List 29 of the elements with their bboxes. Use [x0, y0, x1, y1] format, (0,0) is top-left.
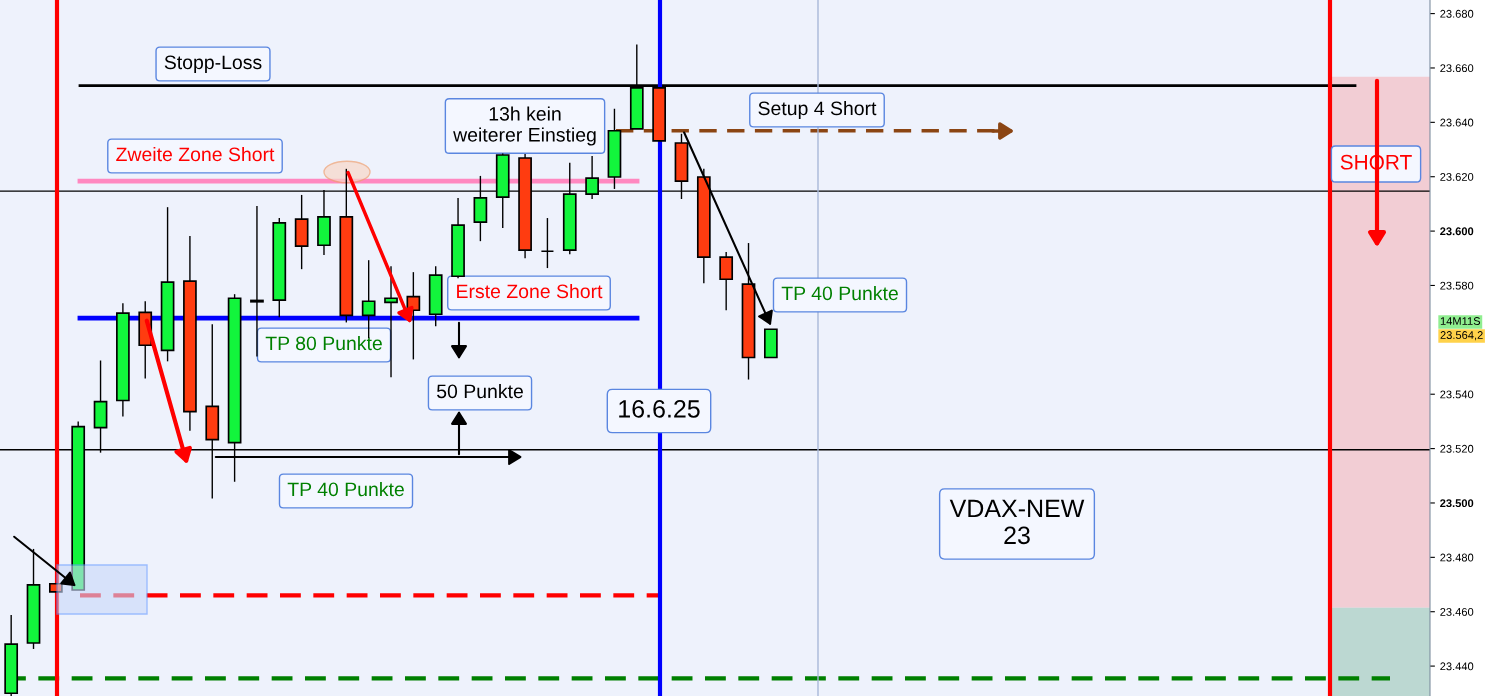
y-tick-label: 23.460 — [1440, 607, 1474, 616]
candlestick — [250, 205, 264, 358]
y-tick-label: 23.580 — [1440, 281, 1474, 290]
annotation: 16.6.25 — [619, 400, 700, 418]
annotation: Erste Zone Short — [457, 283, 603, 299]
candlestick — [719, 251, 734, 311]
annotation: Setup 4 Short — [758, 100, 877, 120]
y-tick-label: 23.480 — [1440, 553, 1474, 562]
y-tick-label: 23.600 — [1440, 227, 1474, 236]
text: 14M11S — [1440, 317, 1481, 325]
text: 23.564,2 — [1440, 331, 1483, 341]
y-tick-label: 23.660 — [1440, 64, 1474, 73]
y-tick-label: 23.500 — [1440, 499, 1474, 508]
annotation: 13h kein weiterer Einstieg — [453, 106, 596, 146]
annotation: 50 Punkte — [437, 383, 523, 399]
annotation: TP 40 Punkte — [287, 481, 404, 497]
y-tick-label: 23.540 — [1440, 390, 1474, 399]
candlestick — [384, 265, 398, 379]
candlestick — [540, 217, 555, 269]
annotation: Stopp-Loss — [164, 55, 262, 74]
y-tick-label: 23.520 — [1440, 444, 1474, 453]
annotation: Zweite Zone Short — [116, 146, 275, 162]
annotation: TP 80 Punkte — [265, 335, 382, 351]
y-tick-label: 23.620 — [1440, 172, 1474, 181]
annotation: TP 40 Punkte — [781, 285, 898, 301]
y-tick-label: 23.440 — [1440, 662, 1474, 671]
y-tick-label: 23.640 — [1440, 118, 1474, 127]
annotation: VDAX-NEW 23 — [949, 499, 1085, 545]
y-tick-label: 23.680 — [1440, 9, 1474, 18]
